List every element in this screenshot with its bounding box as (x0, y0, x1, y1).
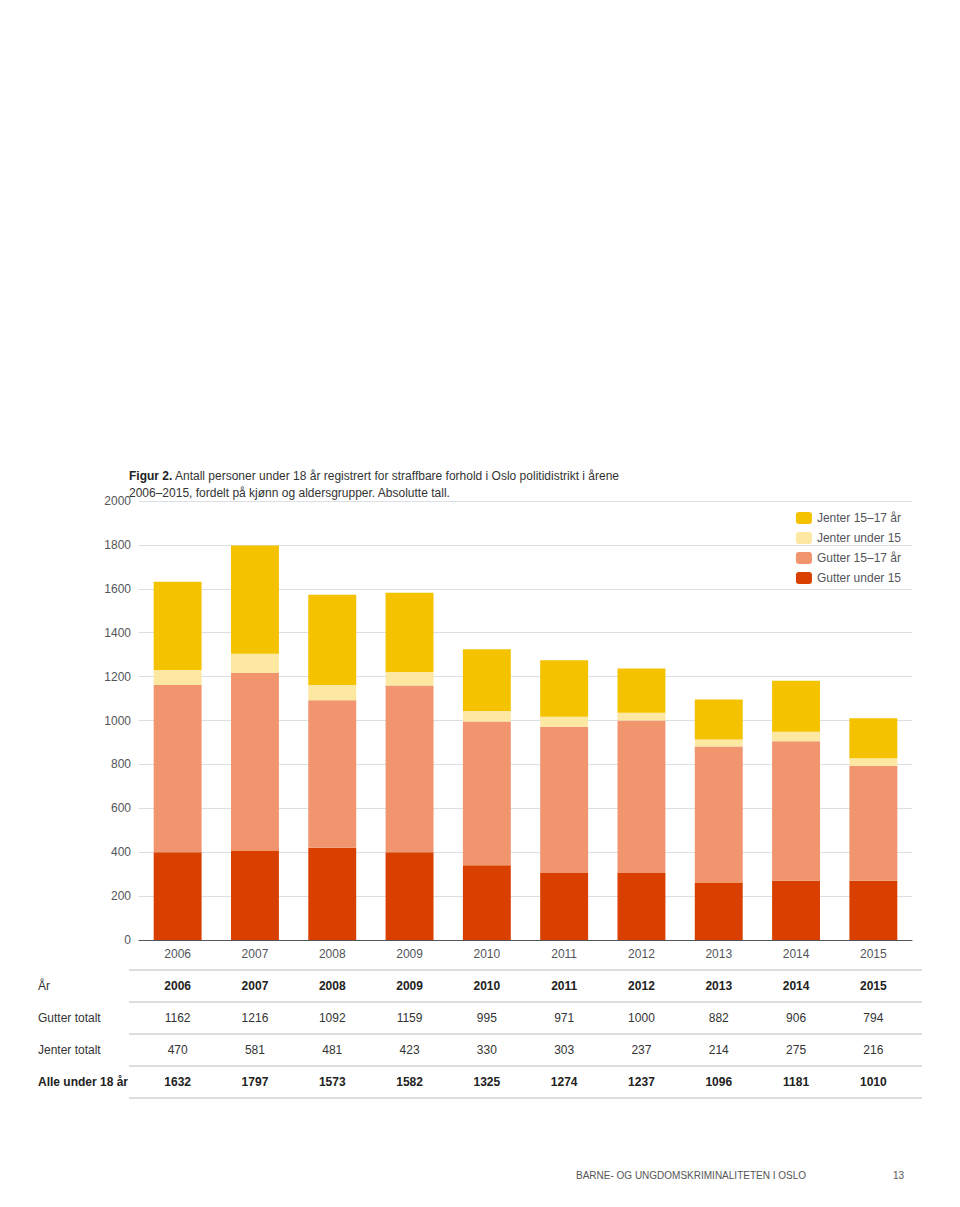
svg-text:1237: 1237 (628, 1075, 655, 1089)
svg-text:1000: 1000 (104, 714, 131, 728)
svg-text:2007: 2007 (242, 947, 269, 961)
svg-text:2007: 2007 (242, 979, 269, 993)
svg-text:882: 882 (709, 1011, 729, 1025)
svg-text:275: 275 (786, 1043, 806, 1057)
svg-text:Jenter totalt: Jenter totalt (38, 1043, 101, 1057)
svg-text:2015: 2015 (860, 979, 887, 993)
svg-text:2014: 2014 (783, 979, 810, 993)
svg-text:1325: 1325 (473, 1075, 500, 1089)
svg-text:2010: 2010 (473, 947, 500, 961)
svg-text:2000: 2000 (104, 494, 131, 508)
svg-text:1632: 1632 (164, 1075, 191, 1089)
svg-text:481: 481 (322, 1043, 342, 1057)
svg-text:1159: 1159 (397, 1011, 423, 1025)
svg-text:Figur 2.: Figur 2. (129, 469, 172, 483)
svg-text:2006–2015, fordelt på kjønn og: 2006–2015, fordelt på kjønn og aldersgru… (129, 486, 450, 500)
svg-text:BARNE- OG UNGDOMSKRIMINALITETE: BARNE- OG UNGDOMSKRIMINALITETEN I OSLO (576, 1170, 806, 1181)
svg-text:200: 200 (111, 889, 131, 903)
svg-text:600: 600 (111, 801, 131, 815)
svg-text:Alle under 18 år: Alle under 18 år (38, 1075, 128, 1089)
svg-text:Jenter 15–17 år: Jenter 15–17 år (817, 511, 901, 525)
svg-text:2009: 2009 (396, 947, 423, 961)
svg-text:1162: 1162 (165, 1011, 191, 1025)
svg-text:470: 470 (168, 1043, 188, 1057)
svg-text:906: 906 (786, 1011, 806, 1025)
svg-text:1573: 1573 (319, 1075, 346, 1089)
svg-text:2010: 2010 (473, 979, 500, 993)
svg-text:581: 581 (245, 1043, 265, 1057)
svg-text:2012: 2012 (628, 947, 655, 961)
svg-text:Gutter 15–17 år: Gutter 15–17 år (817, 551, 901, 565)
svg-text:1797: 1797 (242, 1075, 269, 1089)
svg-text:2012: 2012 (628, 979, 655, 993)
svg-text:423: 423 (400, 1043, 420, 1057)
svg-text:995: 995 (477, 1011, 497, 1025)
svg-text:Gutter under 15: Gutter under 15 (817, 571, 901, 585)
svg-text:1000: 1000 (628, 1011, 655, 1025)
svg-text:0: 0 (124, 933, 131, 947)
svg-text:Gutter totalt: Gutter totalt (38, 1011, 101, 1025)
svg-text:214: 214 (709, 1043, 729, 1057)
svg-text:1600: 1600 (104, 582, 131, 596)
svg-text:1181: 1181 (783, 1075, 809, 1089)
svg-text:2015: 2015 (860, 947, 887, 961)
svg-text:330: 330 (477, 1043, 497, 1057)
svg-text:1010: 1010 (860, 1075, 887, 1089)
svg-text:237: 237 (631, 1043, 651, 1057)
svg-text:2006: 2006 (164, 979, 191, 993)
svg-text:2013: 2013 (705, 947, 732, 961)
svg-text:2009: 2009 (396, 979, 423, 993)
svg-text:971: 971 (554, 1011, 574, 1025)
svg-text:216: 216 (863, 1043, 883, 1057)
svg-text:400: 400 (111, 845, 131, 859)
svg-text:1216: 1216 (242, 1011, 269, 1025)
svg-text:800: 800 (111, 757, 131, 771)
svg-text:Antall personer under 18 år re: Antall personer under 18 år registrert f… (172, 469, 619, 483)
svg-text:2008: 2008 (319, 947, 346, 961)
svg-text:1096: 1096 (705, 1075, 732, 1089)
svg-text:13: 13 (893, 1170, 905, 1181)
svg-text:1582: 1582 (396, 1075, 423, 1089)
svg-text:2014: 2014 (783, 947, 810, 961)
svg-text:1092: 1092 (319, 1011, 346, 1025)
svg-text:År: År (38, 978, 50, 993)
svg-text:1800: 1800 (104, 538, 131, 552)
svg-text:303: 303 (554, 1043, 574, 1057)
svg-text:1200: 1200 (104, 670, 131, 684)
svg-text:1274: 1274 (551, 1075, 578, 1089)
svg-text:Jenter under 15: Jenter under 15 (817, 531, 901, 545)
svg-text:1400: 1400 (104, 626, 131, 640)
svg-text:2011: 2011 (551, 979, 577, 993)
svg-text:2013: 2013 (705, 979, 732, 993)
svg-text:2006: 2006 (164, 947, 191, 961)
svg-text:2011: 2011 (551, 947, 577, 961)
svg-text:794: 794 (863, 1011, 883, 1025)
svg-text:2008: 2008 (319, 979, 346, 993)
